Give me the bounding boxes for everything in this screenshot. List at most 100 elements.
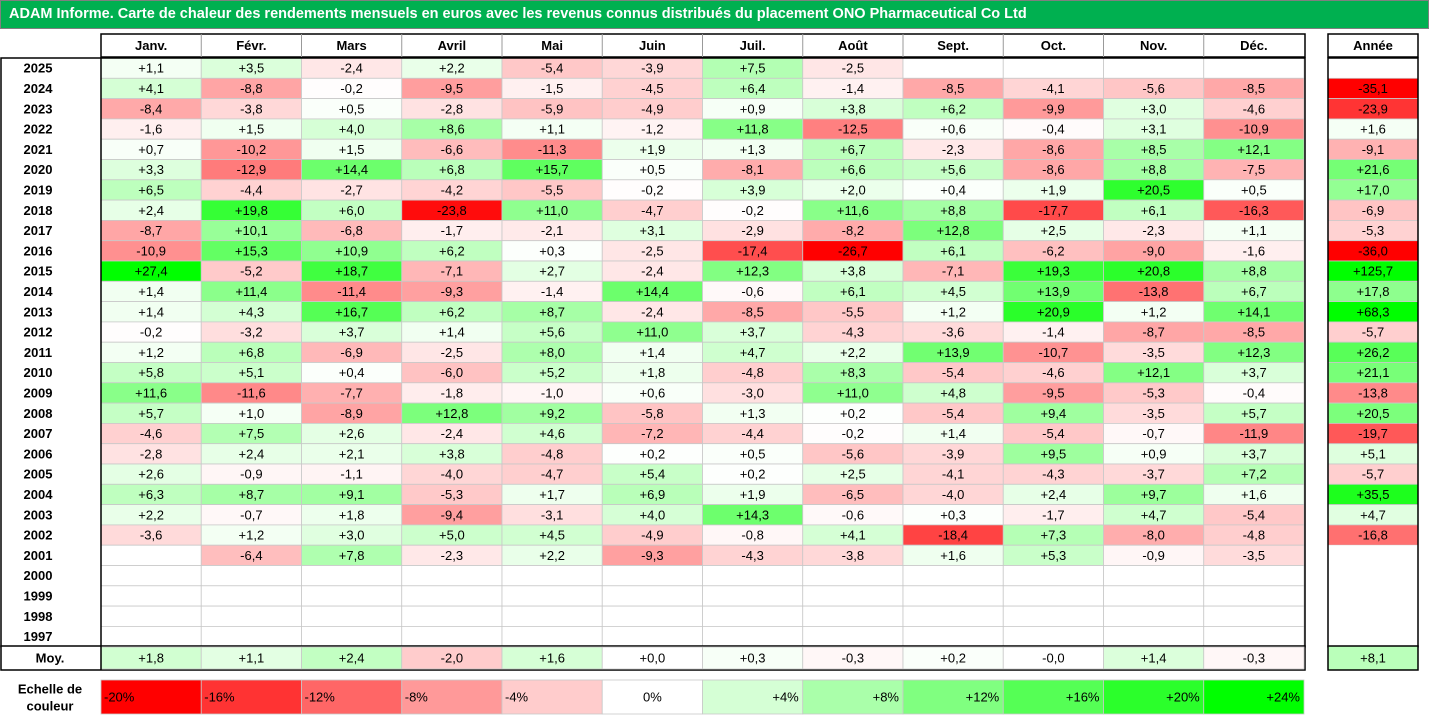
cell-value: -4,3 [1042, 467, 1064, 482]
cell-value: +8,7 [239, 487, 265, 502]
cell-value: -1,4 [842, 81, 864, 96]
cell-value: -1,6 [1243, 243, 1265, 258]
cell-value: +2,4 [1041, 487, 1067, 502]
month-header: Nov. [1140, 38, 1167, 53]
cell-value: -2,4 [641, 304, 663, 319]
cell-value: +1,2 [239, 528, 265, 543]
cell-value: -11,3 [538, 142, 567, 157]
heatmap-cell [1203, 565, 1305, 587]
cell-value: +4,7 [1141, 507, 1167, 522]
annual-value: +35,5 [1357, 487, 1390, 502]
cell-value: -1,4 [541, 284, 563, 299]
cell-value: +6,8 [439, 162, 465, 177]
cell-value: +1,1 [138, 61, 164, 76]
heatmap-cell [902, 585, 1004, 607]
cell-value: -3,6 [942, 325, 964, 340]
cell-value: +4,8 [940, 385, 966, 400]
heatmap-cell [1203, 605, 1305, 627]
cell-value: +3,8 [439, 446, 465, 461]
annual-cell [1328, 585, 1418, 607]
scale-swatch [902, 679, 1004, 715]
row-year-label: 2007 [24, 426, 53, 441]
cell-value: -1,6 [140, 122, 162, 137]
heatmap-cell [1002, 605, 1104, 627]
cell-value: +20,5 [1137, 182, 1170, 197]
heatmap-cell [601, 626, 703, 648]
cell-value: +5,0 [439, 528, 465, 543]
annual-value: -5,7 [1362, 467, 1384, 482]
cell-value: +2,5 [840, 467, 866, 482]
cell-value: -9,9 [1042, 101, 1064, 116]
cell-value: -13,8 [1139, 284, 1169, 299]
cell-value: -0,6 [741, 284, 763, 299]
cell-value: +8,8 [1241, 264, 1267, 279]
cell-value: -8,5 [942, 81, 964, 96]
cell-value: -23,8 [437, 203, 467, 218]
cell-value: +6,0 [339, 203, 365, 218]
month-header: Mai [541, 38, 563, 53]
average-value: -0,3 [842, 651, 864, 666]
cell-value: +3,7 [740, 325, 766, 340]
annual-value: -6,9 [1362, 203, 1384, 218]
cell-value: -1,5 [541, 81, 563, 96]
scale-swatch [702, 679, 804, 715]
cell-value: -5,4 [541, 61, 563, 76]
cell-value: +0,5 [640, 162, 666, 177]
cell-value: +15,7 [536, 162, 569, 177]
row-year-label: 2017 [24, 223, 53, 238]
cell-value: +1,1 [1241, 223, 1267, 238]
month-header: Juil. [740, 38, 766, 53]
scale-step-label: +12% [966, 690, 1000, 705]
cell-value: +12,8 [435, 406, 468, 421]
cell-value: -18,4 [938, 528, 968, 543]
cell-value: -8,7 [1142, 325, 1164, 340]
annual-cell [1328, 626, 1418, 647]
row-year-label: 2013 [24, 304, 53, 319]
row-year-label: 2009 [24, 385, 53, 400]
annual-header-cell [1327, 33, 1419, 58]
cell-value: -2,4 [340, 61, 362, 76]
heatmap-cell [401, 605, 503, 627]
cell-value: -3,1 [541, 507, 563, 522]
average-value: +0,0 [640, 651, 666, 666]
heatmap-cell [200, 605, 302, 627]
annual-value: +26,2 [1357, 345, 1390, 360]
cell-value: +11,4 [235, 284, 267, 299]
cell-value: -12,5 [838, 122, 868, 137]
cell-value: -9,3 [641, 548, 663, 563]
cell-value: +9,1 [339, 487, 365, 502]
cell-value: -6,0 [441, 365, 463, 380]
cell-value: -2,1 [541, 223, 563, 238]
month-header: Avril [438, 38, 466, 53]
cell-value: +1,7 [539, 487, 565, 502]
cell-value: -2,8 [441, 101, 463, 116]
average-value: +2,4 [339, 651, 365, 666]
cell-value: +1,2 [138, 345, 164, 360]
annual-cell [1328, 545, 1418, 566]
row-year-label: 1999 [24, 588, 53, 603]
heatmap-cell [100, 626, 202, 648]
cell-value: -4,6 [140, 426, 162, 441]
cell-value: -3,6 [140, 528, 162, 543]
annual-value: +1,6 [1360, 122, 1386, 137]
heatmap-cell [702, 605, 804, 627]
cell-value: -4,7 [541, 467, 563, 482]
title-bar: ADAM Informe. Carte de chaleur des rende… [0, 0, 1429, 29]
heatmap-cell [1203, 626, 1305, 648]
cell-value: -12,9 [237, 162, 267, 177]
cell-value: +0,2 [840, 406, 866, 421]
row-year-label: 2021 [24, 142, 53, 157]
average-value: -0,3 [1243, 651, 1265, 666]
cell-value: -4,3 [842, 325, 864, 340]
row-year-label: 2014 [24, 284, 54, 299]
cell-value: -2,5 [842, 61, 864, 76]
cell-value: +3,7 [1241, 446, 1267, 461]
heatmap-cell [702, 585, 804, 607]
cell-value: +4,1 [138, 81, 164, 96]
cell-value: +3,1 [640, 223, 666, 238]
heatmap-cell [802, 626, 904, 648]
heatmap-cell [301, 585, 403, 607]
cell-value: -6,5 [842, 487, 864, 502]
heatmap-cell [100, 544, 202, 566]
cell-value: +1,4 [439, 325, 465, 340]
